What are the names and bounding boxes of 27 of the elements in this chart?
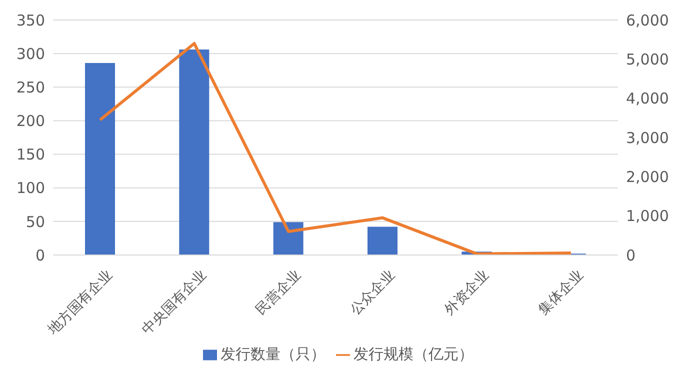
bar [273,222,304,255]
x-tick-label: 地方国有企业 [44,267,116,339]
x-tick-label: 外资企业 [441,267,492,318]
y2-tick-label: 4,000 [626,90,669,108]
y-tick-label: 300 [16,44,45,63]
y-tick-label: 200 [16,112,45,130]
bar [85,62,115,255]
y2-tick-label: 0 [626,246,636,264]
y-tick-label: 150 [16,146,45,164]
y2-tick-label: 2,000 [626,168,669,186]
y-tick-label: 100 [16,179,45,198]
y-tick-label: 250 [16,78,45,96]
bar [368,226,398,255]
y2-tick-label: 5,000 [626,50,669,68]
x-tick-label: 民营企业 [253,267,304,318]
bar [179,50,210,255]
y-tick-label: 350 [16,11,45,30]
legend-label: 发行规模（亿元） [354,345,474,363]
x-tick-label: 中央国有企业 [139,267,210,338]
y2-tick-label: 6,000 [626,11,669,30]
y-tick-label: 0 [35,246,45,264]
legend-label: 发行数量（只） [220,345,326,363]
x-tick-label: 集体企业 [536,267,587,318]
y2-tick-label: 1,000 [626,207,669,226]
y-tick-label: 50 [26,212,45,231]
y2-tick-label: 3,000 [626,128,669,147]
x-tick-label: 公众企业 [347,267,398,318]
